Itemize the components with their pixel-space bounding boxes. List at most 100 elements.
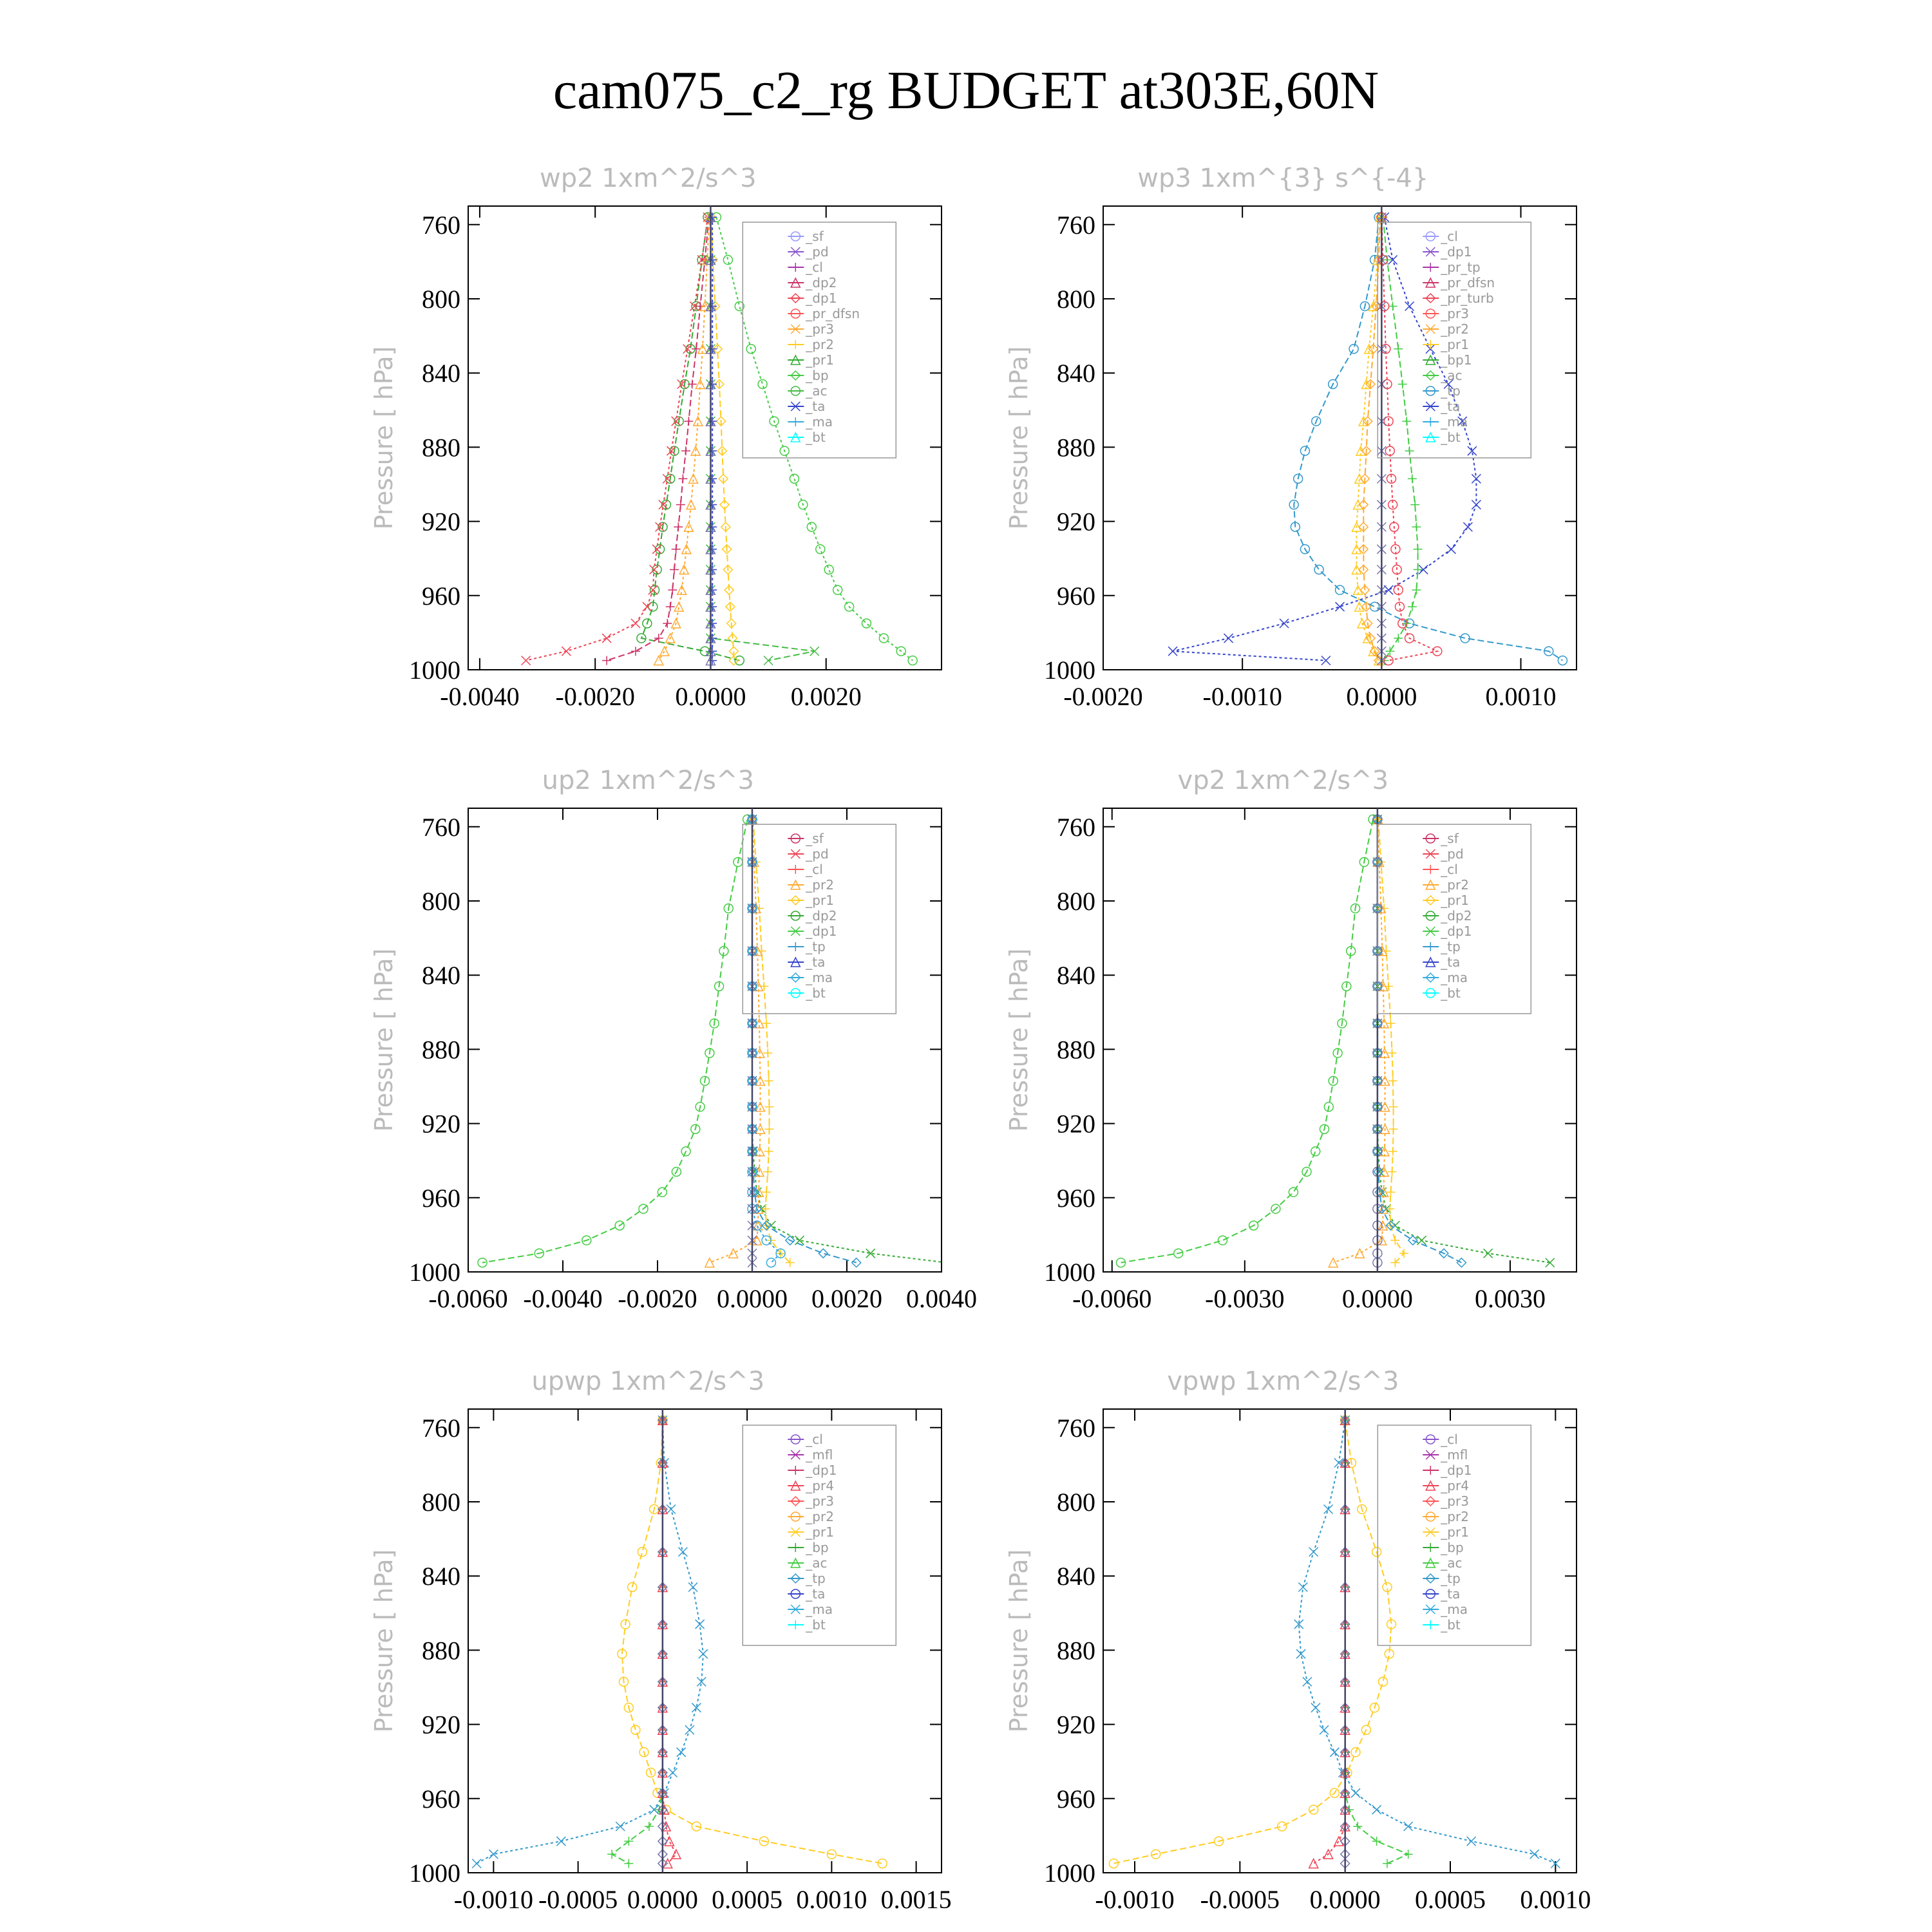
legend-label: _ta xyxy=(1440,954,1460,970)
legend-box xyxy=(742,824,897,1014)
series-point-pr1 xyxy=(1388,1146,1397,1156)
series-point-dp1 xyxy=(1337,1018,1347,1028)
series-point-pr4 xyxy=(1308,1857,1319,1869)
legend-label: _pr1 xyxy=(805,1524,834,1540)
legend-marker xyxy=(790,849,800,859)
y-axis-label: Pressure [ hPa] xyxy=(1005,949,1033,1132)
series-point-pr2 xyxy=(721,544,732,554)
legend-marker xyxy=(791,1543,800,1552)
legend-label: _dp1 xyxy=(805,290,837,306)
series-point-tp xyxy=(676,1747,687,1757)
series-point-bp xyxy=(757,379,768,390)
series-point-pr3 xyxy=(665,632,676,643)
y-tick-label: 840 xyxy=(422,1562,460,1591)
series-point-dp1 xyxy=(657,1187,668,1197)
series-point-bp xyxy=(832,585,843,595)
series-point-pr1 xyxy=(1356,618,1368,629)
series-point-pr3 xyxy=(692,415,703,426)
series-point-pr1 xyxy=(1378,1676,1388,1687)
x-tick-label: -0.0030 xyxy=(1205,1284,1284,1313)
legend-marker xyxy=(790,988,801,998)
series-point-pr1 xyxy=(674,416,684,426)
y-tick-label: 880 xyxy=(1057,1636,1095,1665)
series-point-ta xyxy=(1334,601,1345,612)
series-point-pr1 xyxy=(636,633,647,643)
legend-marker xyxy=(790,308,801,319)
y-tick-label: 1000 xyxy=(1044,1258,1095,1287)
legend-label: _bt xyxy=(805,985,826,1001)
series-line-pr1 xyxy=(640,217,740,661)
legend-marker xyxy=(790,1511,801,1522)
series-point-pr1 xyxy=(734,655,745,666)
legend-label: _tp xyxy=(1440,939,1461,954)
legend-label: _ta xyxy=(805,1586,825,1602)
legend-label: _pr1 xyxy=(1440,337,1469,352)
legend-marker xyxy=(1425,324,1435,334)
legend-label: _ma xyxy=(805,970,833,985)
legend-marker xyxy=(1425,926,1435,936)
series-point-pr3 xyxy=(681,544,692,554)
series-point-pr1 xyxy=(1388,1076,1397,1086)
legend-label: _dp2 xyxy=(805,275,837,290)
y-tick-label: 960 xyxy=(1057,1184,1095,1213)
series-point-dp1 xyxy=(1323,1101,1334,1112)
series-point-pr1 xyxy=(1384,1649,1395,1659)
legend-label: _cl xyxy=(805,260,823,275)
series-point-tp xyxy=(1334,585,1345,595)
series-point-pr3 xyxy=(670,618,681,629)
legend-label: _ac xyxy=(805,383,827,399)
series-point-tp xyxy=(677,1547,688,1557)
series-point-pr-turb xyxy=(1385,446,1396,456)
series-point-tp xyxy=(1327,379,1338,390)
legend-marker xyxy=(1425,1557,1436,1568)
legend-label: _pr1 xyxy=(805,893,834,908)
series-point-dp1 xyxy=(534,1248,544,1258)
x-tick-label: 0.0020 xyxy=(791,682,862,711)
series-point-pr-turb xyxy=(1387,499,1398,510)
legend-marker xyxy=(790,1495,801,1507)
y-tick-label: 960 xyxy=(422,1785,460,1814)
series-point-dp1 xyxy=(662,473,672,484)
series-point-pr2 xyxy=(727,632,738,644)
y-tick-label: 960 xyxy=(422,582,460,611)
legend-marker xyxy=(791,1466,800,1475)
series-point-pr1 xyxy=(764,1102,774,1112)
series-point-tp xyxy=(1314,564,1324,575)
chart-panel-4: vp2 1xm^2/s^3 Pressure [ hPa] 760 800 840 880… xyxy=(1005,766,1577,1313)
series-point-bp xyxy=(861,618,872,629)
series-point-pr1 xyxy=(1108,1858,1119,1869)
series-point-pr4 xyxy=(662,1857,673,1869)
series-point-tp xyxy=(1466,1836,1477,1846)
legend-label: _tp xyxy=(805,939,826,954)
legend-marker xyxy=(1425,231,1436,242)
series-point-pr2 xyxy=(724,601,736,612)
legend-label: _pd xyxy=(805,244,828,260)
series-point-pr1 xyxy=(652,564,662,575)
series-point-bp xyxy=(824,564,834,575)
legend-marker xyxy=(1425,972,1436,983)
series-point-ac xyxy=(1412,522,1421,532)
series-point-pr1 xyxy=(1390,1236,1400,1245)
legend-label: _ma xyxy=(805,414,833,430)
series-point-tp xyxy=(1298,1582,1308,1593)
legend-label: _dp1 xyxy=(805,923,837,939)
series-point-pr2 xyxy=(754,1047,765,1058)
series-point-tp xyxy=(1460,633,1470,643)
y-tick-label: 920 xyxy=(1057,1110,1095,1139)
series-point-dp1 xyxy=(601,633,612,643)
series-point-dp2 xyxy=(663,619,672,628)
series-point-pr2 xyxy=(1378,1186,1389,1197)
y-tick-label: 1000 xyxy=(1044,1859,1095,1888)
series-point-pr1 xyxy=(627,1582,638,1593)
legend-marker xyxy=(1425,1495,1436,1507)
y-tick-label: 800 xyxy=(422,887,460,916)
legend-marker xyxy=(1426,417,1435,426)
series-point-ta xyxy=(1418,564,1428,575)
series-point-dp2 xyxy=(678,474,688,484)
legend-label: _ta xyxy=(805,399,825,414)
series-point-pr1 xyxy=(1368,645,1379,656)
legend-label: _mfl xyxy=(805,1447,833,1463)
series-point-tp xyxy=(688,1582,698,1593)
series-point-tp xyxy=(761,1220,772,1231)
series-point-dp1 xyxy=(1350,903,1361,914)
